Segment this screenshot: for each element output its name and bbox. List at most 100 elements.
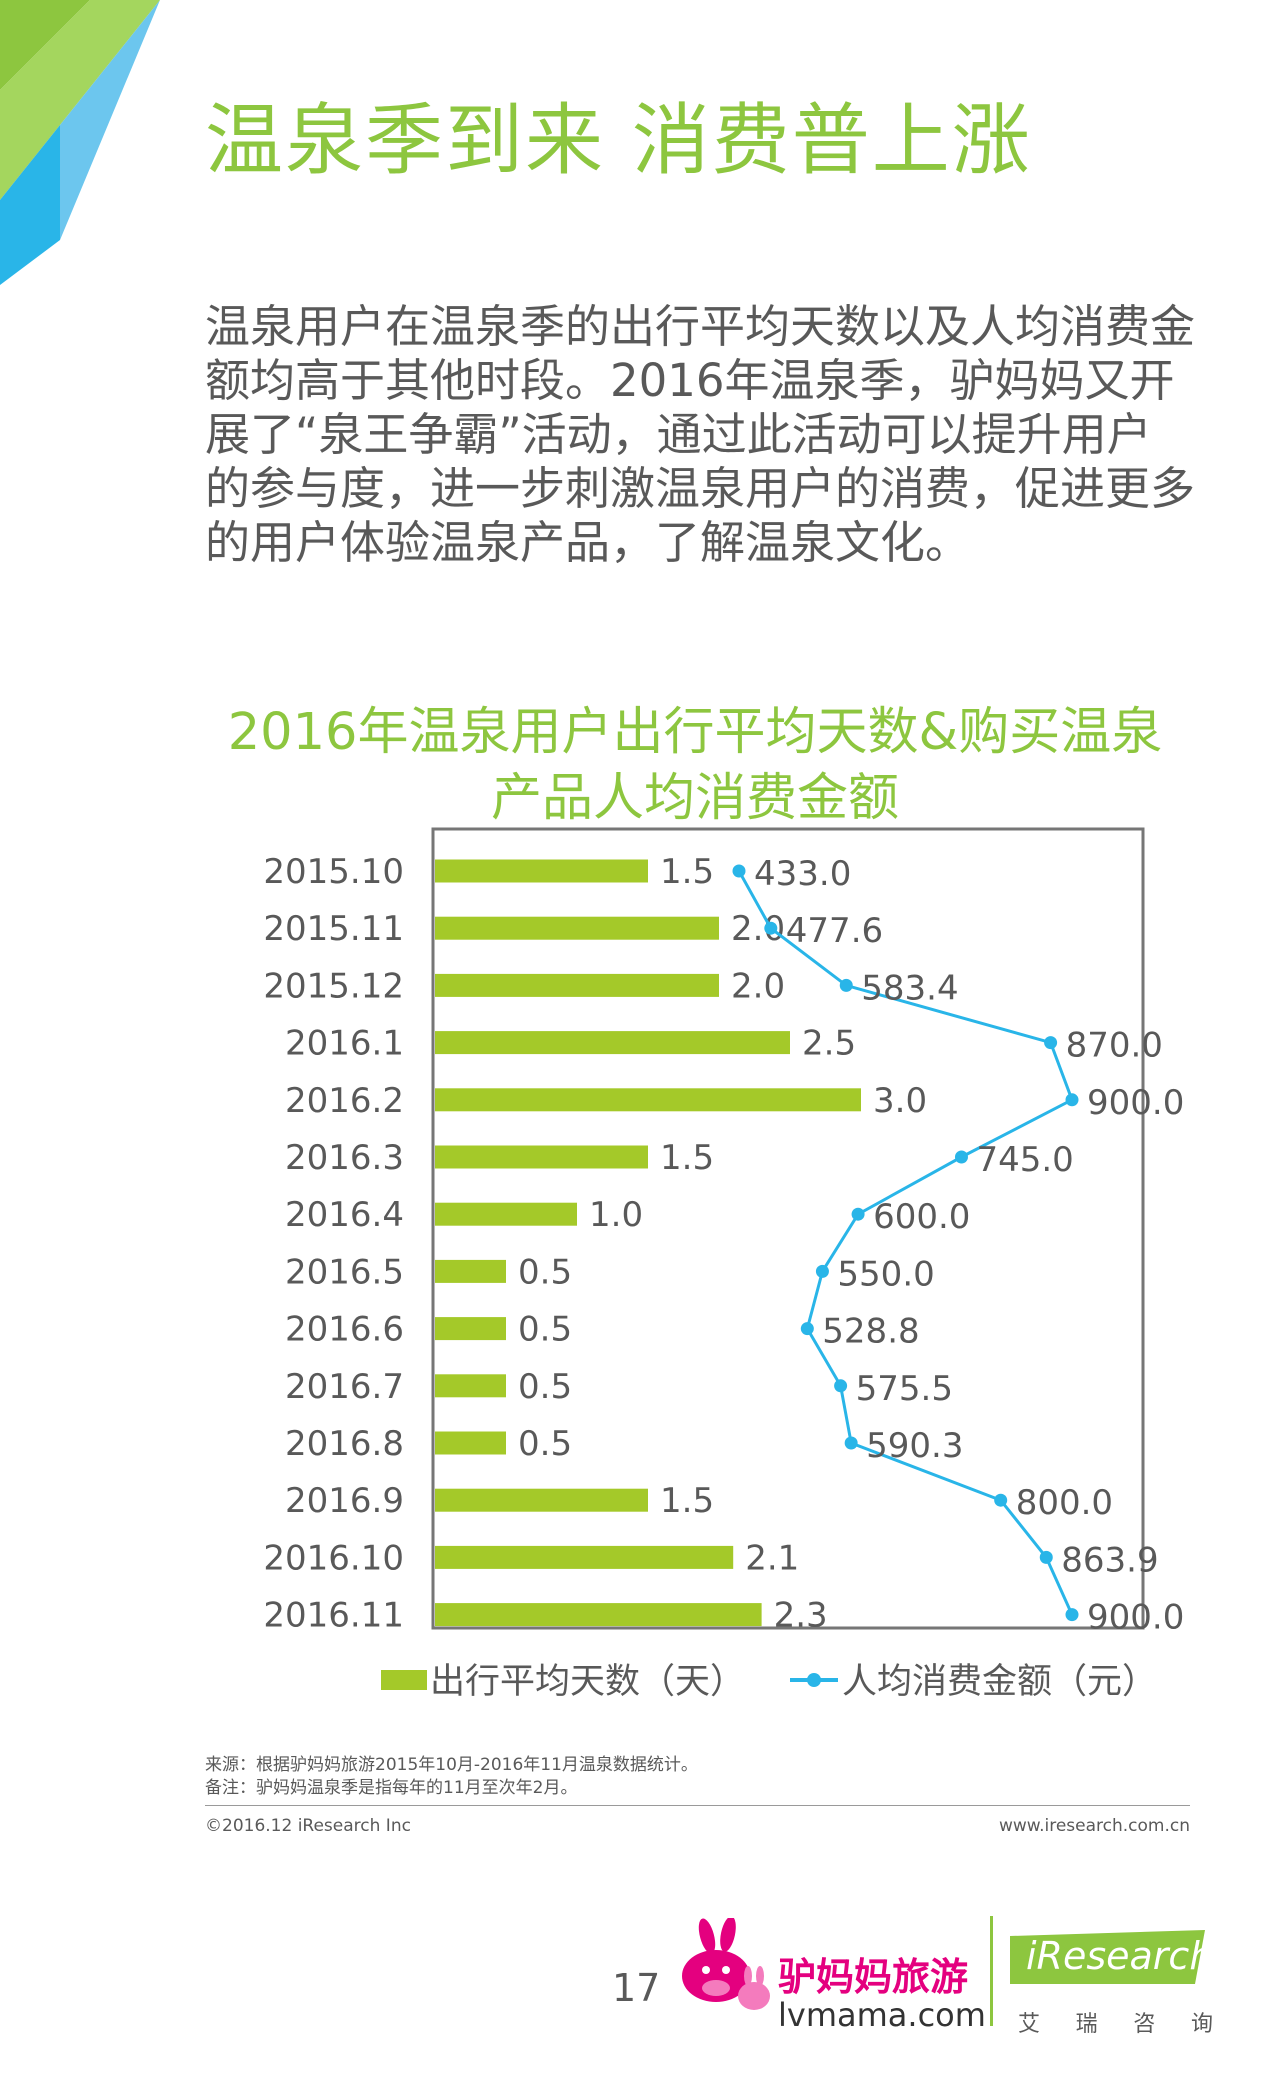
line-value-label: 433.0 — [754, 854, 851, 894]
line-value-label: 583.4 — [861, 968, 958, 1008]
footer-divider — [205, 1805, 1190, 1806]
bar — [435, 1088, 861, 1112]
bar-value-label: 1.5 — [660, 852, 714, 892]
logo-divider — [990, 1916, 993, 2026]
bar — [435, 916, 719, 940]
legend-bar-swatch — [381, 1670, 427, 1690]
y-tick-label: 2016.9 — [285, 1481, 404, 1521]
bar-value-label: 1.0 — [589, 1195, 643, 1235]
y-tick-label: 2016.3 — [285, 1138, 404, 1178]
line-point — [834, 1379, 848, 1393]
page-title: 温泉季到来 消费普上涨 — [205, 96, 1032, 186]
bar-value-label: 0.5 — [518, 1424, 572, 1464]
bar — [435, 1259, 506, 1283]
line-value-label: 600.0 — [873, 1197, 970, 1237]
bar-value-label: 0.5 — [518, 1367, 572, 1407]
y-tick-label: 2015.11 — [263, 909, 404, 949]
line-point — [815, 1264, 829, 1278]
intro-line: 的用户体验温泉产品，了解温泉文化。 — [205, 516, 971, 569]
plot-frame — [431, 827, 1145, 1630]
line-point — [1065, 1608, 1079, 1622]
line-value-label: 900.0 — [1087, 1083, 1184, 1123]
line-value-label: 590.3 — [866, 1426, 963, 1466]
iresearch-char: 询 — [1190, 2012, 1213, 2037]
y-tick-label: 2016.6 — [285, 1310, 404, 1350]
line-point — [954, 1150, 968, 1164]
iresearch-char: 咨 — [1133, 2012, 1156, 2037]
iresearch-chinese: 艾 瑞 咨 询 — [1018, 2006, 1213, 2038]
line-point — [851, 1207, 865, 1221]
bar-value-label: 3.0 — [873, 1081, 927, 1121]
y-tick-label: 2015.12 — [263, 966, 404, 1006]
bar-value-label: 0.5 — [518, 1252, 572, 1292]
y-tick-label: 2016.11 — [263, 1596, 404, 1636]
bar — [435, 859, 648, 883]
chart-title: 2016年温泉用户出行平均天数&购买温泉 产品人均消费金额 — [205, 700, 1185, 832]
line-value-label: 745.0 — [976, 1140, 1073, 1180]
donkey-logo-icon — [682, 1918, 770, 2010]
line-point — [844, 1436, 858, 1450]
iresearch-name: iResearch — [1026, 1934, 1214, 1978]
line-point — [1065, 1093, 1079, 1107]
intro-line: 额均高于其他时段。2016年温泉季，驴妈妈又开 — [205, 354, 1175, 407]
line-value-label: 870.0 — [1066, 1026, 1163, 1066]
y-tick-label: 2016.5 — [285, 1252, 404, 1292]
line-point — [994, 1493, 1008, 1507]
bar-value-label: 2.1 — [745, 1538, 799, 1578]
intro-line: 的参与度，进一步刺激温泉用户的消费，促进更多 — [205, 462, 1196, 515]
intro-line: 温泉用户在温泉季的出行平均天数以及人均消费金 — [205, 300, 1196, 353]
iresearch-char: 艾 — [1018, 2012, 1041, 2037]
line-series — [737, 870, 1074, 1616]
line-point — [1044, 1036, 1058, 1050]
chart-title-line: 2016年温泉用户出行平均天数&购买温泉 — [227, 703, 1163, 762]
bar — [435, 1145, 648, 1169]
y-tick-label: 2016.7 — [285, 1367, 404, 1407]
source-note: 来源：根据驴妈妈旅游2015年10月-2016年11月温泉数据统计。 — [205, 1755, 698, 1775]
bar — [435, 1031, 790, 1055]
line-value-label: 900.0 — [1087, 1598, 1184, 1638]
y-tick-label: 2016.1 — [285, 1024, 404, 1064]
line-value-label: 800.0 — [1016, 1483, 1113, 1523]
legend-bar-label: 出行平均天数（天） — [430, 1662, 745, 1702]
line-point — [732, 864, 746, 878]
iresearch-char: 瑞 — [1075, 2012, 1098, 2037]
bar — [435, 1202, 577, 1226]
y-tick-label: 2016.10 — [263, 1538, 404, 1578]
legend-line-marker — [807, 1673, 821, 1687]
bar — [435, 1374, 506, 1398]
line-point — [839, 978, 853, 992]
bar-value-label: 0.5 — [518, 1310, 572, 1350]
line-value-label: 528.8 — [822, 1312, 919, 1352]
bar-value-label: 2.3 — [774, 1596, 828, 1636]
line-value-label: 863.9 — [1061, 1540, 1158, 1580]
bar-value-label: 2.5 — [802, 1024, 856, 1064]
y-tick-label: 2016.4 — [285, 1195, 404, 1235]
website-link[interactable]: www.iresearch.com.cn — [998, 1816, 1190, 1836]
remark-note: 备注：驴妈妈温泉季是指每年的11月至次年2月。 — [205, 1778, 578, 1798]
intro-paragraph: 温泉用户在温泉季的出行平均天数以及人均消费金 额均高于其他时段。2016年温泉季… — [205, 300, 1205, 570]
bar — [435, 1431, 506, 1455]
bar — [435, 1545, 734, 1569]
line-point — [764, 921, 778, 935]
bar-value-label: 1.5 — [660, 1481, 714, 1521]
bar — [435, 1488, 648, 1512]
line-value-label: 575.5 — [856, 1369, 953, 1409]
y-tick-label: 2016.2 — [285, 1081, 404, 1121]
line-point — [1039, 1550, 1053, 1564]
chart-title-line: 产品人均消费金额 — [490, 769, 899, 828]
line-value-label: 477.6 — [786, 911, 883, 951]
lvmama-url: lvmama.com — [778, 1996, 986, 2034]
y-tick-label: 2016.8 — [285, 1424, 404, 1464]
line-value-label: 550.0 — [837, 1254, 934, 1294]
corner-decoration — [0, 0, 160, 285]
bar-value-label: 1.5 — [660, 1138, 714, 1178]
page-number: 17 — [612, 1966, 661, 2010]
intro-line: 展了“泉王争霸”活动，通过此活动可以提升用户 — [205, 408, 1152, 461]
copyright: ©2016.12 iResearch Inc — [205, 1816, 411, 1836]
legend-line-label: 人均消费金额（元） — [842, 1662, 1157, 1702]
bar-value-label: 2.0 — [731, 966, 785, 1006]
bar — [435, 1317, 506, 1341]
lvmama-name: 驴妈妈旅游 — [778, 1955, 969, 1999]
bar — [435, 1603, 762, 1627]
